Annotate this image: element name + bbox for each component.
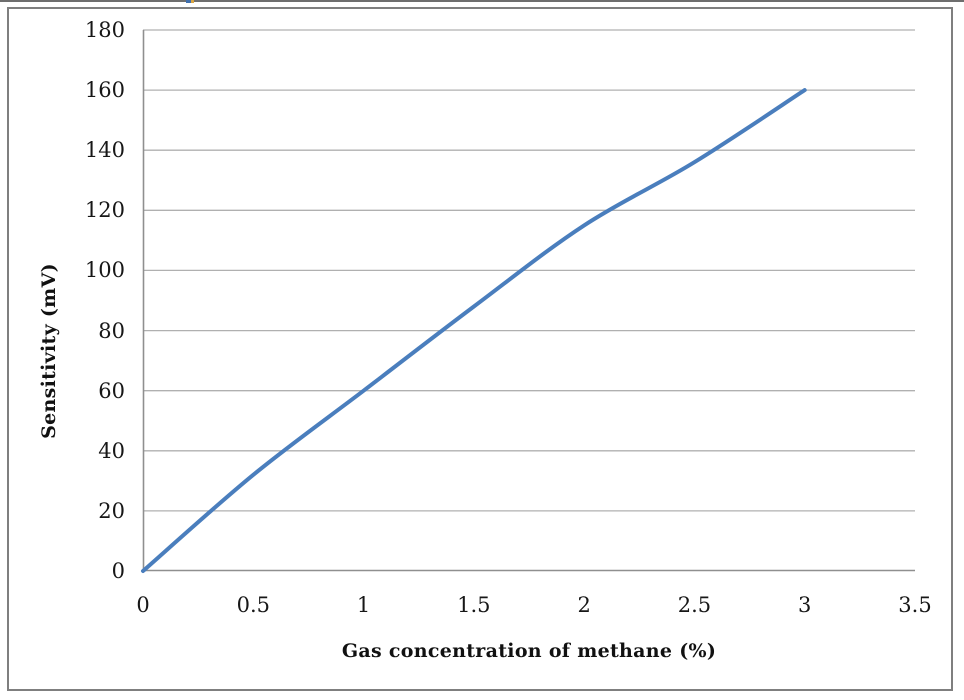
top-edge-artifact-speck-blue	[186, 0, 191, 3]
y-tick-label: 160	[84, 78, 125, 103]
x-tick-label: 0.5	[236, 593, 270, 617]
y-axis-title: Sensitivity (mV)	[38, 263, 60, 439]
top-edge-artifact-line	[0, 0, 964, 2]
x-tick-label: 3	[798, 593, 812, 617]
top-edge-artifact-speck-orange	[191, 0, 194, 3]
x-tick-label: 1	[356, 593, 371, 617]
y-tick-label: 40	[98, 438, 125, 463]
y-tick-label: 100	[84, 258, 125, 283]
y-tick-label: 80	[98, 318, 125, 343]
y-tick-label: 180	[84, 18, 125, 42]
series-line	[141, 88, 807, 573]
y-tick-label: 60	[98, 378, 125, 403]
x-tick-label: 2.5	[677, 593, 712, 617]
line-chart-plot-area	[141, 29, 915, 573]
y-tick-label: 20	[98, 498, 125, 523]
y-tick-label: 0	[111, 559, 125, 583]
chart-frame	[7, 7, 953, 691]
x-axis-title: Gas concentration of methane (%)	[341, 640, 717, 662]
x-tick-label: 0	[136, 593, 150, 617]
x-tick-label: 1.5	[457, 593, 491, 617]
y-tick-label: 140	[84, 138, 125, 163]
y-tick-label: 120	[84, 198, 125, 223]
x-tick-label: 3.5	[898, 593, 932, 617]
x-tick-label: 2	[577, 593, 591, 617]
